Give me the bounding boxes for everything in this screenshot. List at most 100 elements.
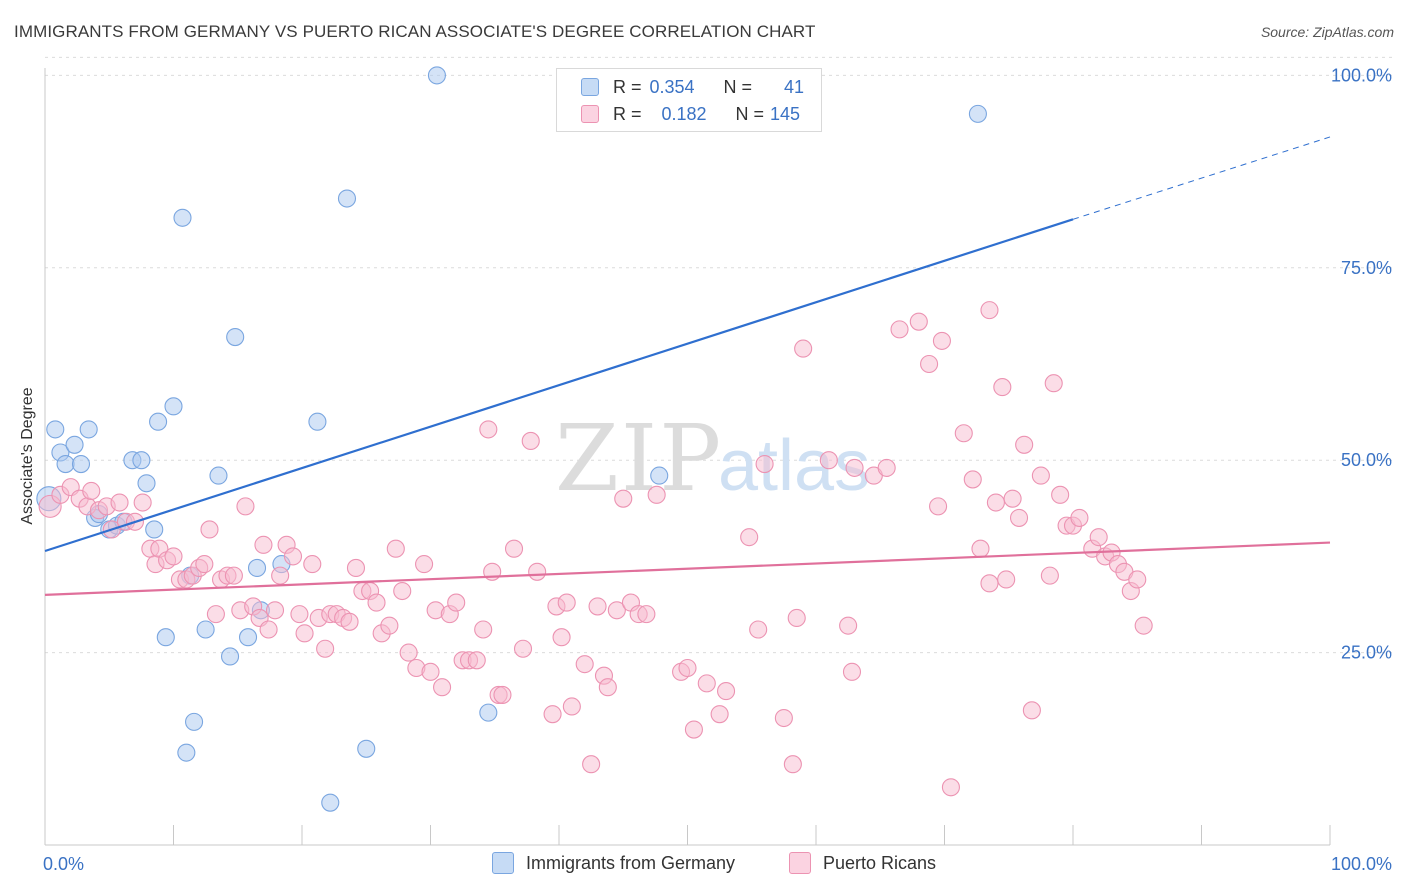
data-point xyxy=(543,705,562,724)
data-points xyxy=(36,66,1153,812)
stats-swatch-germany xyxy=(581,78,599,96)
data-point xyxy=(164,547,183,566)
data-point xyxy=(562,697,581,716)
data-point xyxy=(238,628,258,647)
data-point xyxy=(56,454,75,474)
data-point xyxy=(607,601,626,620)
data-point xyxy=(303,555,322,574)
y-tick-label: 100.0% xyxy=(1331,65,1392,85)
data-point xyxy=(156,628,175,647)
data-point xyxy=(346,558,366,577)
data-point xyxy=(1044,374,1063,393)
legend-item-puerto-ricans[interactable]: Puerto Ricans xyxy=(789,852,936,874)
data-point xyxy=(929,497,948,516)
data-point xyxy=(684,720,703,739)
data-point xyxy=(164,397,183,416)
data-point xyxy=(321,793,340,812)
data-point xyxy=(1015,435,1034,454)
data-point xyxy=(697,674,716,693)
data-point xyxy=(82,481,101,501)
data-point xyxy=(196,620,215,639)
data-point xyxy=(650,466,669,485)
legend-label-puerto-ricans: Puerto Ricans xyxy=(823,852,937,873)
data-point xyxy=(787,608,806,628)
data-point xyxy=(528,562,547,581)
data-point xyxy=(842,662,862,681)
data-point xyxy=(678,658,697,678)
legend-label-germany: Immigrants from Germany xyxy=(526,852,736,873)
legend: Immigrants from Germany Puerto Ricans xyxy=(0,852,1406,878)
data-point xyxy=(71,454,91,474)
data-point xyxy=(271,566,290,585)
y-tick-label: 50.0% xyxy=(1341,450,1392,470)
data-point xyxy=(1089,528,1108,547)
data-point xyxy=(195,555,214,574)
data-point xyxy=(954,424,973,443)
data-point xyxy=(283,547,303,566)
data-point xyxy=(254,535,273,554)
data-point xyxy=(557,593,576,612)
source-label: Source: ZipAtlas.com xyxy=(1260,24,1394,40)
stats-n-label: N = xyxy=(723,76,753,97)
data-point xyxy=(716,682,736,701)
data-point xyxy=(637,605,656,624)
data-point xyxy=(308,412,327,431)
data-point xyxy=(774,708,793,728)
data-point xyxy=(467,651,486,670)
stats-n-label: N = xyxy=(735,103,765,124)
data-point xyxy=(110,493,129,512)
data-point xyxy=(971,539,990,558)
data-point xyxy=(421,662,440,681)
data-point xyxy=(399,643,418,662)
data-point xyxy=(290,605,309,624)
data-point xyxy=(173,208,192,227)
data-point xyxy=(474,620,493,639)
data-point xyxy=(137,474,156,493)
data-point xyxy=(236,497,255,516)
stats-row-germany: R = 0.354 N = 41 xyxy=(581,75,804,99)
data-point xyxy=(710,705,729,724)
data-point xyxy=(552,628,571,647)
data-point xyxy=(755,454,774,474)
data-point xyxy=(932,331,951,350)
data-point xyxy=(337,189,357,208)
data-point xyxy=(224,566,243,585)
data-point xyxy=(133,493,152,512)
data-point xyxy=(357,739,376,758)
data-point xyxy=(145,520,164,539)
data-point xyxy=(367,593,386,612)
data-point xyxy=(582,755,601,774)
axes xyxy=(44,68,1331,846)
y-tick-label: 75.0% xyxy=(1341,258,1392,278)
data-point xyxy=(1003,489,1022,508)
stats-row-puerto-rican: R = 0.182 N = 145 xyxy=(581,102,804,126)
series-puerto-ricans xyxy=(38,301,1153,797)
data-point xyxy=(479,703,498,722)
data-point xyxy=(1022,701,1041,720)
data-point xyxy=(132,451,151,470)
stats-r-label: R = xyxy=(613,103,642,124)
data-point xyxy=(1128,570,1147,589)
data-point xyxy=(447,593,466,612)
data-point xyxy=(1009,508,1029,527)
legend-swatch-germany xyxy=(492,852,514,874)
stats-r-value: 0.354 xyxy=(649,76,695,97)
data-point xyxy=(226,328,245,347)
stats-n-value: 41 xyxy=(784,76,805,97)
data-point xyxy=(980,574,999,593)
data-point xyxy=(614,489,633,508)
data-point xyxy=(177,743,196,762)
data-point xyxy=(794,339,813,358)
trend-line-germany xyxy=(44,218,1074,553)
data-point xyxy=(415,555,434,574)
data-point xyxy=(783,755,802,774)
legend-item-germany[interactable]: Immigrants from Germany xyxy=(492,852,735,874)
watermark-zip: ZIP xyxy=(555,405,723,512)
data-point xyxy=(963,470,982,489)
data-point xyxy=(941,778,960,797)
trend-extension-germany xyxy=(1072,136,1331,220)
trend-lines xyxy=(44,136,1331,596)
chart-title: IMMIGRANTS FROM GERMANY VS PUERTO RICAN … xyxy=(14,22,816,41)
data-point xyxy=(993,378,1012,397)
